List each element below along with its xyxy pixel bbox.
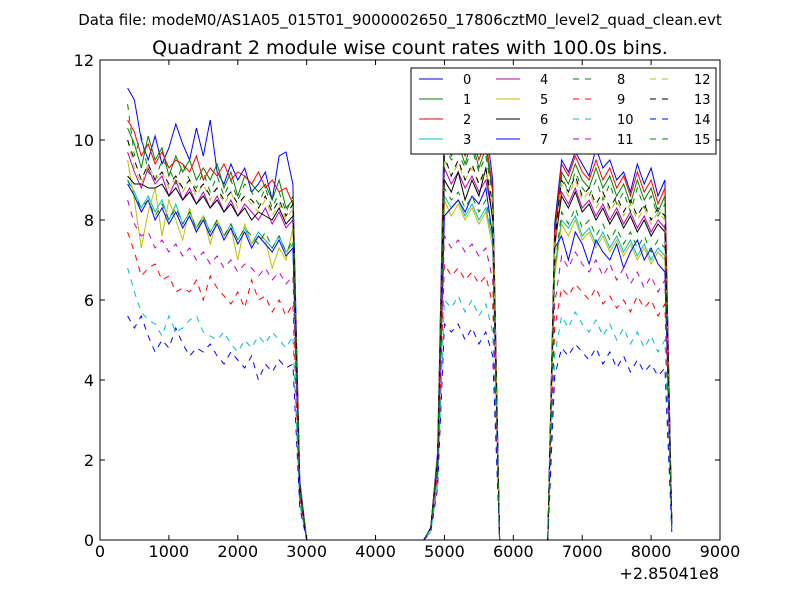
- y-tick-label: 10: [74, 131, 94, 150]
- series-line-12: [127, 139, 673, 540]
- series-line-5: [127, 159, 673, 540]
- legend-label-10: 10: [617, 113, 634, 128]
- legend-label-5: 5: [540, 93, 548, 108]
- legend-label-1: 1: [463, 93, 471, 108]
- y-tick-label: 6: [84, 291, 94, 310]
- series-line-2: [127, 119, 673, 540]
- legend-label-0: 0: [463, 73, 471, 88]
- series-line-7: [127, 183, 673, 540]
- legend-label-9: 9: [617, 93, 625, 108]
- series-line-11: [127, 199, 673, 540]
- x-axis-offset-label: +2.85041e8: [619, 564, 719, 583]
- legend-box: [410, 67, 717, 155]
- series-line-13: [127, 139, 673, 540]
- legend-label-13: 13: [694, 93, 711, 108]
- y-tick-label: 0: [84, 531, 94, 550]
- legend-label-7: 7: [540, 133, 548, 148]
- chart-title: Quadrant 2 module wise count rates with …: [152, 37, 668, 59]
- legend-label-14: 14: [694, 113, 711, 128]
- x-tick-label: 7000: [562, 542, 603, 561]
- x-tick-label: 5000: [424, 542, 465, 561]
- series-line-15: [127, 179, 673, 540]
- x-tick-label: 0: [95, 542, 105, 561]
- legend-label-11: 11: [617, 133, 634, 148]
- series-line-8: [127, 103, 673, 540]
- y-tick-label: 4: [84, 371, 94, 390]
- y-tick-label: 8: [84, 211, 94, 230]
- legend-label-15: 15: [694, 133, 711, 148]
- x-tick-label: 1000: [149, 542, 190, 561]
- plot-frame: [99, 59, 721, 541]
- series-line-1: [127, 127, 673, 540]
- x-tick-label: 2000: [217, 542, 258, 561]
- series-layer: [127, 87, 673, 540]
- axis-tick-labels: 0 1000 2000 3000 4000 5000 6000 7000 8000 9000 0 2 4…: [74, 51, 741, 561]
- y-tick-label: 12: [74, 51, 94, 70]
- x-tick-label: 3000: [286, 542, 327, 561]
- y-tick-label: 2: [84, 451, 94, 470]
- data-file-label: Data file: modeM0/AS1A05_015T01_90000026…: [78, 11, 722, 30]
- series-line-6: [127, 167, 673, 540]
- series-line-10: [127, 267, 673, 540]
- legend-label-12: 12: [694, 73, 711, 88]
- x-tick-label: 9000: [700, 542, 741, 561]
- legend-label-6: 6: [540, 113, 548, 128]
- legend-label-4: 4: [540, 73, 548, 88]
- x-tick-label: 8000: [631, 542, 672, 561]
- x-tick-label: 6000: [493, 542, 534, 561]
- legend-label-8: 8: [617, 73, 625, 88]
- legend-label-2: 2: [463, 113, 471, 128]
- series-line-4: [127, 151, 673, 540]
- legend-label-3: 3: [463, 133, 471, 148]
- x-tick-label: 4000: [355, 542, 396, 561]
